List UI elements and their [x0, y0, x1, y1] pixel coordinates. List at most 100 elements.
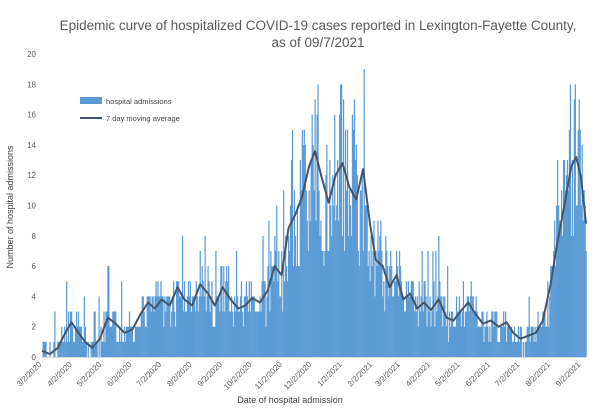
admission-bar [150, 311, 152, 357]
admission-bar [525, 341, 527, 357]
admission-bar [279, 296, 281, 357]
admission-bar [142, 296, 144, 357]
admission-bar [429, 296, 431, 357]
admission-bar [514, 341, 517, 357]
x-tick-label: 11/2/2020 [253, 360, 284, 391]
x-tick-label: 12/2/2020 [282, 360, 314, 392]
admission-bar [101, 341, 103, 357]
admission-bar [555, 266, 557, 357]
admission-bar [343, 250, 346, 357]
admission-bar [373, 220, 375, 357]
admission-bar [441, 296, 443, 357]
admission-bar [538, 326, 540, 357]
admission-bar [270, 250, 272, 357]
admission-bar [253, 296, 255, 357]
admission-bar [276, 205, 278, 357]
admission-bar [158, 296, 160, 357]
admission-bar [284, 281, 286, 357]
admission-bar [465, 311, 467, 357]
admission-bar [448, 341, 450, 357]
admission-bar [533, 341, 535, 357]
admission-bar [316, 114, 318, 357]
admission-bar [531, 326, 533, 357]
admission-bar [287, 281, 289, 357]
x-tick-label: 8/2/2021 [524, 360, 553, 389]
admission-bar [400, 281, 403, 357]
admission-bar [517, 326, 519, 357]
admission-bar [170, 326, 172, 357]
admission-bar [330, 205, 332, 357]
admission-bar [516, 341, 518, 357]
admission-bar [573, 99, 575, 357]
admission-bar [128, 311, 131, 357]
admission-bar [134, 326, 137, 357]
admission-bar [547, 281, 549, 357]
admission-bar [264, 281, 266, 357]
admission-bar [326, 144, 328, 357]
admission-bar [65, 341, 67, 357]
admission-bar [271, 266, 273, 357]
admission-bar [69, 311, 72, 357]
admission-bar [572, 235, 574, 357]
y-tick-label: 16 [27, 111, 36, 120]
admission-bar [428, 311, 430, 357]
admission-bar [73, 341, 76, 357]
admission-bar [367, 266, 369, 357]
admission-bar [354, 160, 356, 357]
admission-bar [235, 250, 238, 357]
admission-bar [193, 296, 195, 357]
admission-bar [126, 326, 129, 357]
admission-bar [64, 326, 66, 357]
admission-bar [390, 250, 392, 357]
legend: hospital admissions 7 day moving average [80, 97, 180, 123]
admission-bar [578, 99, 580, 357]
admission-bar [483, 341, 485, 357]
admission-bar [386, 250, 388, 357]
admission-bar [345, 190, 348, 357]
admission-bar [407, 281, 410, 357]
admission-bar [457, 311, 460, 357]
admission-bar [145, 326, 147, 357]
x-tick-label: 8/2/2020 [165, 360, 194, 389]
admission-bar [124, 341, 127, 357]
admission-bar [72, 341, 75, 357]
admission-bar [49, 341, 51, 357]
admission-bar [321, 250, 323, 357]
admission-bar [58, 341, 60, 357]
legend-label-bars: hospital admissions [106, 97, 172, 106]
admission-bar [289, 205, 292, 357]
admission-bar [405, 281, 408, 357]
admission-bar [372, 250, 374, 357]
admission-bar [388, 296, 390, 357]
admission-bar [487, 326, 489, 357]
admission-bar [568, 129, 571, 357]
admission-bar [120, 341, 122, 357]
chart-title: Epidemic curve of hospitalized COVID-19 … [60, 18, 577, 33]
admission-bar [233, 296, 236, 357]
x-tick-label: 9/2/2020 [196, 360, 225, 389]
x-tick-label: 6/2/2021 [464, 360, 493, 389]
admission-bar [357, 250, 359, 357]
admission-bar [365, 205, 367, 357]
admission-bar [110, 326, 112, 357]
x-axis-label: Date of hospital admission [237, 395, 343, 405]
admission-bar [424, 281, 426, 357]
admission-bar [103, 311, 105, 357]
admission-bar [462, 281, 464, 357]
admission-bar [236, 296, 239, 357]
admission-bar [146, 296, 148, 357]
admission-bar [265, 326, 267, 357]
admission-bar [344, 129, 347, 357]
admission-bar [395, 281, 397, 357]
admission-bar [358, 266, 360, 357]
admission-bar [499, 341, 501, 357]
admission-bar [494, 311, 496, 357]
admission-bar [341, 235, 344, 357]
admission-bar [94, 311, 96, 357]
admission-bar [551, 266, 553, 357]
admission-bar [287, 235, 290, 357]
admission-bar [461, 311, 464, 357]
admission-bar [562, 160, 565, 357]
admission-bar [352, 129, 355, 357]
admission-bar [212, 326, 214, 357]
